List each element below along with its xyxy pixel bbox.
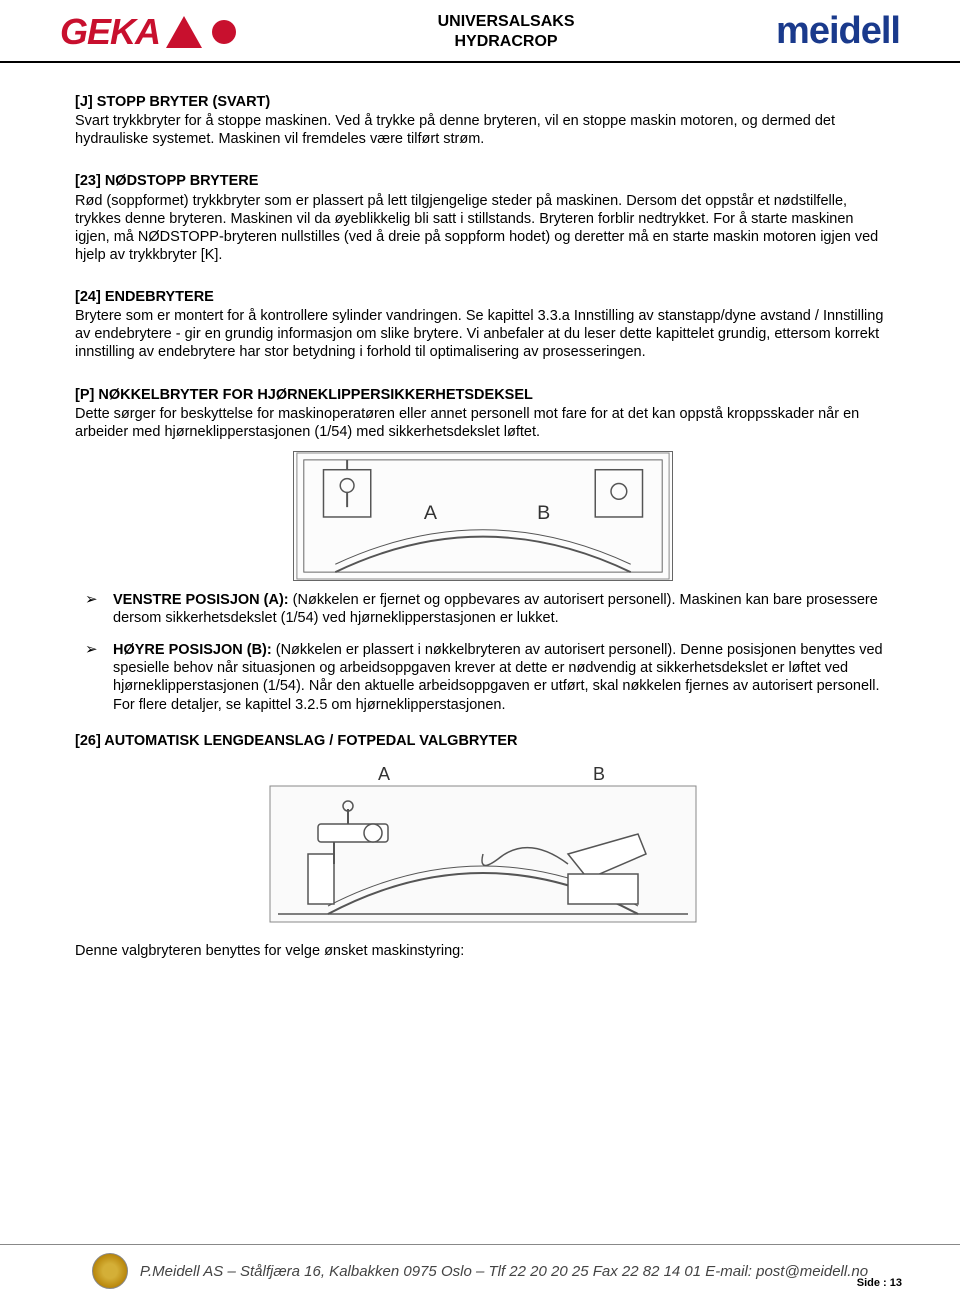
section-26-title: [26] AUTOMATISK LENGDEANSLAG / FOTPEDAL … [75,732,890,750]
footer-text: P.Meidell AS – Stålfjæra 16, Kalbakken 0… [140,1263,868,1280]
diagram-selector: A B [268,764,698,924]
footer-seal-icon [92,1253,128,1289]
position-a-item: VENSTRE POSISJON (A): (Nøkkelen er fjern… [85,591,890,627]
section-23: [23] NØDSTOPP BRYTERE Rød (soppformet) t… [75,172,890,264]
section-26-body: Denne valgbryteren benyttes for velge øn… [75,942,890,960]
position-list: VENSTRE POSISJON (A): (Nøkkelen er fjern… [85,591,890,714]
geka-logo-text: GEKA [60,11,160,53]
page-header: GEKA UNIVERSALSAKS HYDRACROP meidell [0,0,960,63]
diagram-key-positions: A B [293,451,673,581]
section-p: [P] NØKKELBRYTER FOR HJØRNEKLIPPERSIKKER… [75,386,890,441]
section-j-title: [J] STOPP BRYTER (SVART) [75,93,890,111]
diagram1-label-a: A [423,502,437,524]
section-p-body: Dette sørger for beskyttelse for maskino… [75,405,890,441]
meidell-logo: meidell [776,10,900,53]
geka-circle-icon [212,20,236,44]
section-24: [24] ENDEBRYTERE Brytere som er montert … [75,288,890,362]
geka-logo: GEKA [60,11,236,53]
diagram2-label-a: A [378,764,390,784]
diagram1-label-b: B [537,502,550,524]
section-p-title: [P] NØKKELBRYTER FOR HJØRNEKLIPPERSIKKER… [75,386,890,404]
page-footer: P.Meidell AS – Stålfjæra 16, Kalbakken 0… [0,1244,960,1289]
position-a-label: VENSTRE POSISJON (A): [113,592,289,608]
position-b-label: HØYRE POSISJON (B): [113,642,272,658]
page-content: [J] STOPP BRYTER (SVART) Svart trykkbryt… [0,63,960,960]
page-number: Side : 13 [857,1277,902,1289]
header-line2: HYDRACROP [438,32,575,51]
header-title: UNIVERSALSAKS HYDRACROP [438,12,575,50]
section-23-title: [23] NØDSTOPP BRYTERE [75,172,890,190]
section-j-body: Svart trykkbryter for å stoppe maskinen.… [75,112,890,148]
section-26: [26] AUTOMATISK LENGDEANSLAG / FOTPEDAL … [75,732,890,750]
section-j: [J] STOPP BRYTER (SVART) Svart trykkbryt… [75,93,890,148]
header-line1: UNIVERSALSAKS [438,12,575,31]
geka-triangle-icon [166,16,202,48]
section-24-body: Brytere som er montert for å kontrollere… [75,307,890,361]
section-23-body: Rød (soppformet) trykkbryter som er plas… [75,192,890,265]
diagram2-label-b: B [593,764,605,784]
position-b-item: HØYRE POSISJON (B): (Nøkkelen er plasser… [85,641,890,714]
section-24-title: [24] ENDEBRYTERE [75,288,890,306]
